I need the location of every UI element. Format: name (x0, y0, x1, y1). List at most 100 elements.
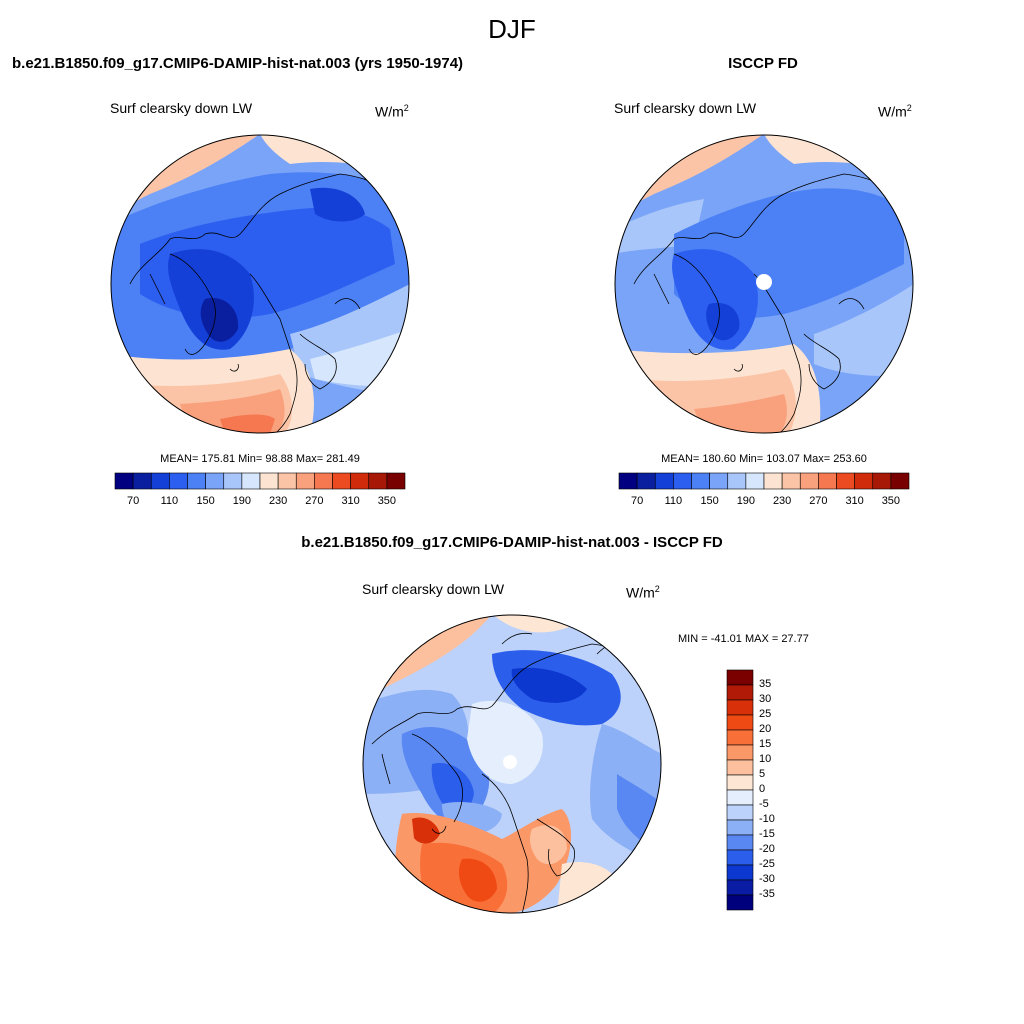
panel-1-colorbar-swatch (332, 472, 351, 490)
panel-1-colorbar-tick-label: 190 (232, 495, 252, 507)
panel-3-colorbar-swatch (726, 789, 754, 806)
panel-3-colorbar-swatch (726, 774, 754, 791)
panel-3-colorbar-swatch (726, 759, 754, 776)
panel-1-colorbar-tick-label: 310 (341, 495, 360, 507)
panel-1-colorbar-swatch (187, 472, 206, 490)
panel-1-colorbar-swatch (223, 472, 243, 490)
panel-3-stats: MIN = -41.01 MAX = 27.77 (678, 633, 809, 645)
panel-3-colorbar-tick-label: 35 (759, 678, 772, 690)
panel-3-title: b.e21.B1850.f09_g17.CMIP6-DAMIP-hist-nat… (301, 534, 723, 551)
panel-1-colorbar-swatch (259, 472, 279, 490)
panel-1-colorbar-swatch (350, 472, 370, 490)
panel-2-colorbar-swatch (890, 472, 910, 490)
panel-2-colorbar-swatch (636, 472, 656, 490)
panel-2-colorbar-swatch (745, 472, 765, 490)
panel-1-colorbar-tick-label: 110 (160, 495, 179, 507)
panel-3-colorbar-tick-label: -25 (759, 858, 775, 870)
panel-1-polar-map (110, 134, 410, 434)
panel-3-colorbar-swatch (726, 729, 754, 746)
panel-1-colorbar-swatch (314, 472, 333, 490)
panel-1-colorbar-tick-label: 70 (127, 495, 140, 507)
panel-2-colorbar-swatch (836, 472, 855, 490)
panel-1-colorbar-swatch (169, 472, 188, 490)
panel-3-colorbar-tick-label: -20 (759, 843, 775, 855)
panel-3-colorbar-tick-label: -35 (759, 888, 775, 900)
panel-3-colorbar-labels: 35 30 25 20 15 10 5 0 -5 -10 -15 -20 -25 -30 -35 (759, 670, 819, 910)
panel-3-colorbar-swatch (726, 804, 754, 821)
panel-2-colorbar (618, 472, 910, 490)
panel-1-colorbar-swatch (150, 472, 170, 490)
panel-2-colorbar-tick-label: 230 (772, 495, 792, 507)
panel-1-colorbar-tick-label: 230 (268, 495, 288, 507)
panel-1-colorbar-swatch (277, 472, 297, 490)
panel-1-colorbar (114, 472, 406, 490)
panel-2-colorbar-swatch (618, 472, 638, 490)
panel-3-colorbar-swatch (726, 669, 754, 686)
panel-2-colorbar-tick-label: 110 (664, 495, 683, 507)
panel-2-colorbar-swatch (799, 472, 819, 490)
panel-3-colorbar-tick-label: -5 (759, 798, 769, 810)
panel-3-variable-label: Surf clearsky down LW (362, 581, 505, 597)
panel-3-colorbar-swatch (726, 714, 754, 731)
panel-3-colorbar-tick-label: 15 (759, 738, 772, 750)
panel-1-colorbar-swatch (368, 472, 388, 490)
panel-2-colorbar-tick-label: 270 (809, 495, 828, 507)
panel-3-colorbar-tick-label: 10 (759, 753, 772, 765)
panel-3-colorbar-tick-label: 20 (759, 723, 772, 735)
figure-title: DJF (488, 14, 536, 44)
panel-3-colorbar-tick-label: -30 (759, 873, 775, 885)
panel-2-colorbar-swatch (673, 472, 692, 490)
panel-2-colorbar-swatch (872, 472, 892, 490)
panel-1-colorbar-swatch (205, 472, 225, 490)
panel-3-colorbar-swatch (726, 684, 754, 701)
panel-2-colorbar-swatch (727, 472, 747, 490)
panel-2-stats: MEAN= 180.60 Min= 103.07 Max= 253.60 (661, 453, 867, 465)
panel-3-colorbar-swatch (726, 879, 754, 896)
panel-1-colorbar-swatch (241, 472, 261, 490)
panel-3-colorbar-swatch (726, 744, 754, 761)
panel-2-units: W/m2 (878, 103, 912, 120)
panel-2-polar-map (614, 134, 914, 434)
panel-2-colorbar-swatch (763, 472, 783, 490)
panel-3-polar-map (362, 614, 662, 914)
panel-3-colorbar-swatch (726, 819, 754, 836)
panel-2-colorbar-tick-label: 190 (736, 495, 756, 507)
panel-3-colorbar-tick-label: 5 (759, 768, 766, 780)
panel-1-colorbar-tick-label: 350 (377, 495, 397, 507)
panel-2-colorbar-swatch (691, 472, 710, 490)
panel-2-colorbar-swatch (818, 472, 837, 490)
panel-2-colorbar-tick-label: 150 (700, 495, 719, 507)
panel-2-colorbar-swatch (781, 472, 801, 490)
panel-2-colorbar-swatch (709, 472, 729, 490)
panel-1-colorbar-swatch (386, 472, 406, 490)
panel-2-colorbar-tick-label: 350 (881, 495, 901, 507)
panel-2-colorbar-tick-label: 70 (631, 495, 644, 507)
panel-1-stats: MEAN= 175.81 Min= 98.88 Max= 281.49 (160, 453, 360, 465)
panel-3-colorbar-swatch (726, 864, 754, 881)
panel-1-colorbar-labels: 70 110 150 190 230 270 310 350 (115, 495, 405, 509)
panel-2-variable-label: Surf clearsky down LW (614, 100, 757, 116)
panel-1-title: b.e21.B1850.f09_g17.CMIP6-DAMIP-hist-nat… (12, 55, 464, 72)
panel-3-colorbar-tick-label: 30 (759, 693, 772, 705)
panel-1-colorbar-tick-label: 270 (305, 495, 324, 507)
panel-3-colorbar-tick-label: -10 (759, 813, 775, 825)
panel-3-colorbar-swatch (726, 894, 754, 911)
panel-1-colorbar-tick-label: 150 (196, 495, 215, 507)
panel-3-colorbar-tick-label: 25 (759, 708, 772, 720)
panel-1-colorbar-swatch (295, 472, 315, 490)
panel-3-units: W/m2 (626, 584, 660, 601)
panel-1-colorbar-swatch (114, 472, 134, 490)
panel-2-colorbar-swatch (854, 472, 874, 490)
panel-3-colorbar-tick-label: -15 (759, 828, 775, 840)
panel-2-colorbar-tick-label: 310 (845, 495, 864, 507)
panel-3-colorbar-swatch (726, 699, 754, 716)
panel-3-colorbar (726, 669, 754, 911)
panel-3-colorbar-swatch (726, 834, 754, 851)
panel-3-colorbar-tick-label: 0 (759, 783, 766, 795)
panel-1-units: W/m2 (375, 103, 409, 120)
panel-2-title: ISCCP FD (728, 55, 798, 72)
panel-1-variable-label: Surf clearsky down LW (110, 100, 253, 116)
panel-1-colorbar-swatch (132, 472, 152, 490)
panel-2-colorbar-labels: 70 110 150 190 230 270 310 350 (619, 495, 909, 509)
panel-3-colorbar-swatch (726, 849, 754, 866)
